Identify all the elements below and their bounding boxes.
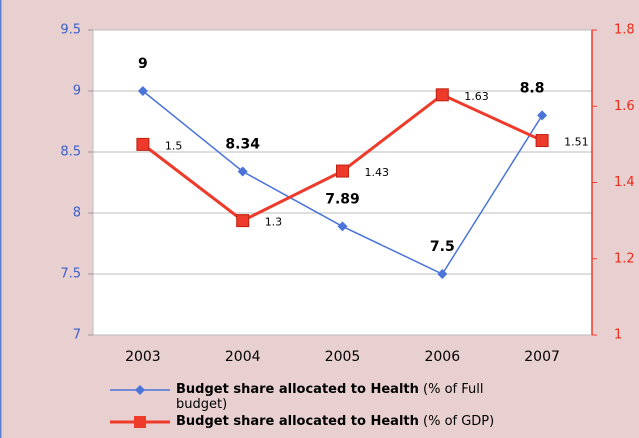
y-tick-label: 9: [73, 84, 81, 99]
marker: [437, 269, 448, 279]
marker: [337, 221, 348, 232]
data-label: 1.3: [265, 216, 283, 229]
marker: [537, 110, 548, 121]
y-tick-label: 7: [73, 328, 81, 343]
data-label: 1.51: [564, 136, 589, 149]
y-tick-label: 7.5: [60, 267, 81, 282]
legend: Budget share allocated to Health (% of F…: [110, 382, 610, 431]
legend-swatch: [110, 416, 170, 428]
data-label: 1.5: [165, 139, 183, 152]
y2-tick-label: 1.8: [614, 23, 635, 38]
data-label: 1.63: [464, 90, 489, 103]
x-tick-label: 2007: [524, 349, 560, 365]
x-tick-label: 2003: [125, 349, 161, 365]
marker: [137, 86, 148, 96]
plot-area: [92, 29, 593, 336]
data-label: 8.8: [520, 80, 545, 96]
legend-item: Budget share allocated to Health (% of G…: [110, 414, 536, 429]
data-label: 1.43: [365, 166, 390, 179]
y-tick-label: 8: [73, 206, 81, 221]
x-tick-label: 2005: [325, 349, 361, 365]
marker: [535, 134, 549, 148]
x-tick-label: 2006: [424, 349, 460, 365]
y-tick-label: 9.5: [60, 23, 81, 38]
legend-label: Budget share allocated to Health (% of F…: [176, 382, 484, 412]
y2-tick-label: 1.6: [614, 99, 635, 114]
legend-label: Budget share allocated to Health (% of G…: [176, 414, 495, 429]
y2-tick-label: 1.4: [614, 175, 635, 190]
marker: [236, 214, 250, 228]
data-label: 9: [138, 56, 148, 72]
legend-item: Budget share allocated to Health (% of F…: [110, 382, 536, 412]
marker: [336, 164, 349, 178]
marker: [237, 166, 248, 177]
y2-tick-label: 1.2: [614, 251, 635, 266]
legend-swatch: [110, 385, 170, 395]
marker: [435, 88, 449, 102]
data-label: 7.89: [325, 191, 360, 207]
marker: [136, 137, 150, 151]
y-tick-label: 8.5: [60, 145, 81, 160]
data-label: 7.5: [430, 239, 455, 255]
data-label: 8.34: [225, 137, 260, 153]
x-tick-label: 2004: [225, 349, 261, 365]
y2-tick-label: 1: [614, 328, 622, 343]
